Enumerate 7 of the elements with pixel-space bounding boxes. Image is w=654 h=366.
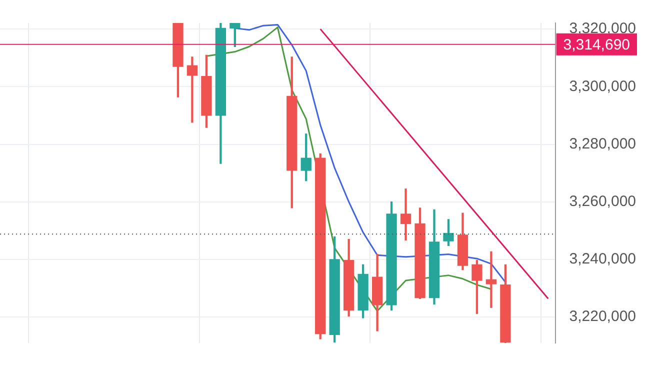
y-tick-label: 3,320,000 [569, 20, 636, 38]
y-tick-label: 3,220,000 [569, 308, 636, 326]
y-tick-label: 3,280,000 [569, 135, 636, 152]
y-tick-label: 3,240,000 [569, 250, 636, 268]
y-tick-label: 3,300,000 [569, 78, 636, 95]
ref-line-label: 3,314,690 [563, 36, 630, 54]
y-tick-label: 3,260,000 [569, 193, 636, 210]
